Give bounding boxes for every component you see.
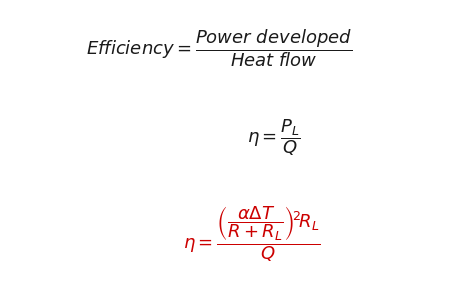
- Text: $\mathit{Efficiency} = \dfrac{\mathit{Power\ developed}}{\mathit{Heat\ flow}}$: $\mathit{Efficiency} = \dfrac{\mathit{Po…: [86, 28, 352, 69]
- Text: $\eta = \dfrac{\left(\dfrac{\alpha\Delta T}{R+R_L}\right)^{\!2}\! R_L}{Q}$: $\eta = \dfrac{\left(\dfrac{\alpha\Delta…: [183, 205, 320, 264]
- Text: $\eta = \dfrac{P_L}{Q}$: $\eta = \dfrac{P_L}{Q}$: [247, 117, 301, 158]
